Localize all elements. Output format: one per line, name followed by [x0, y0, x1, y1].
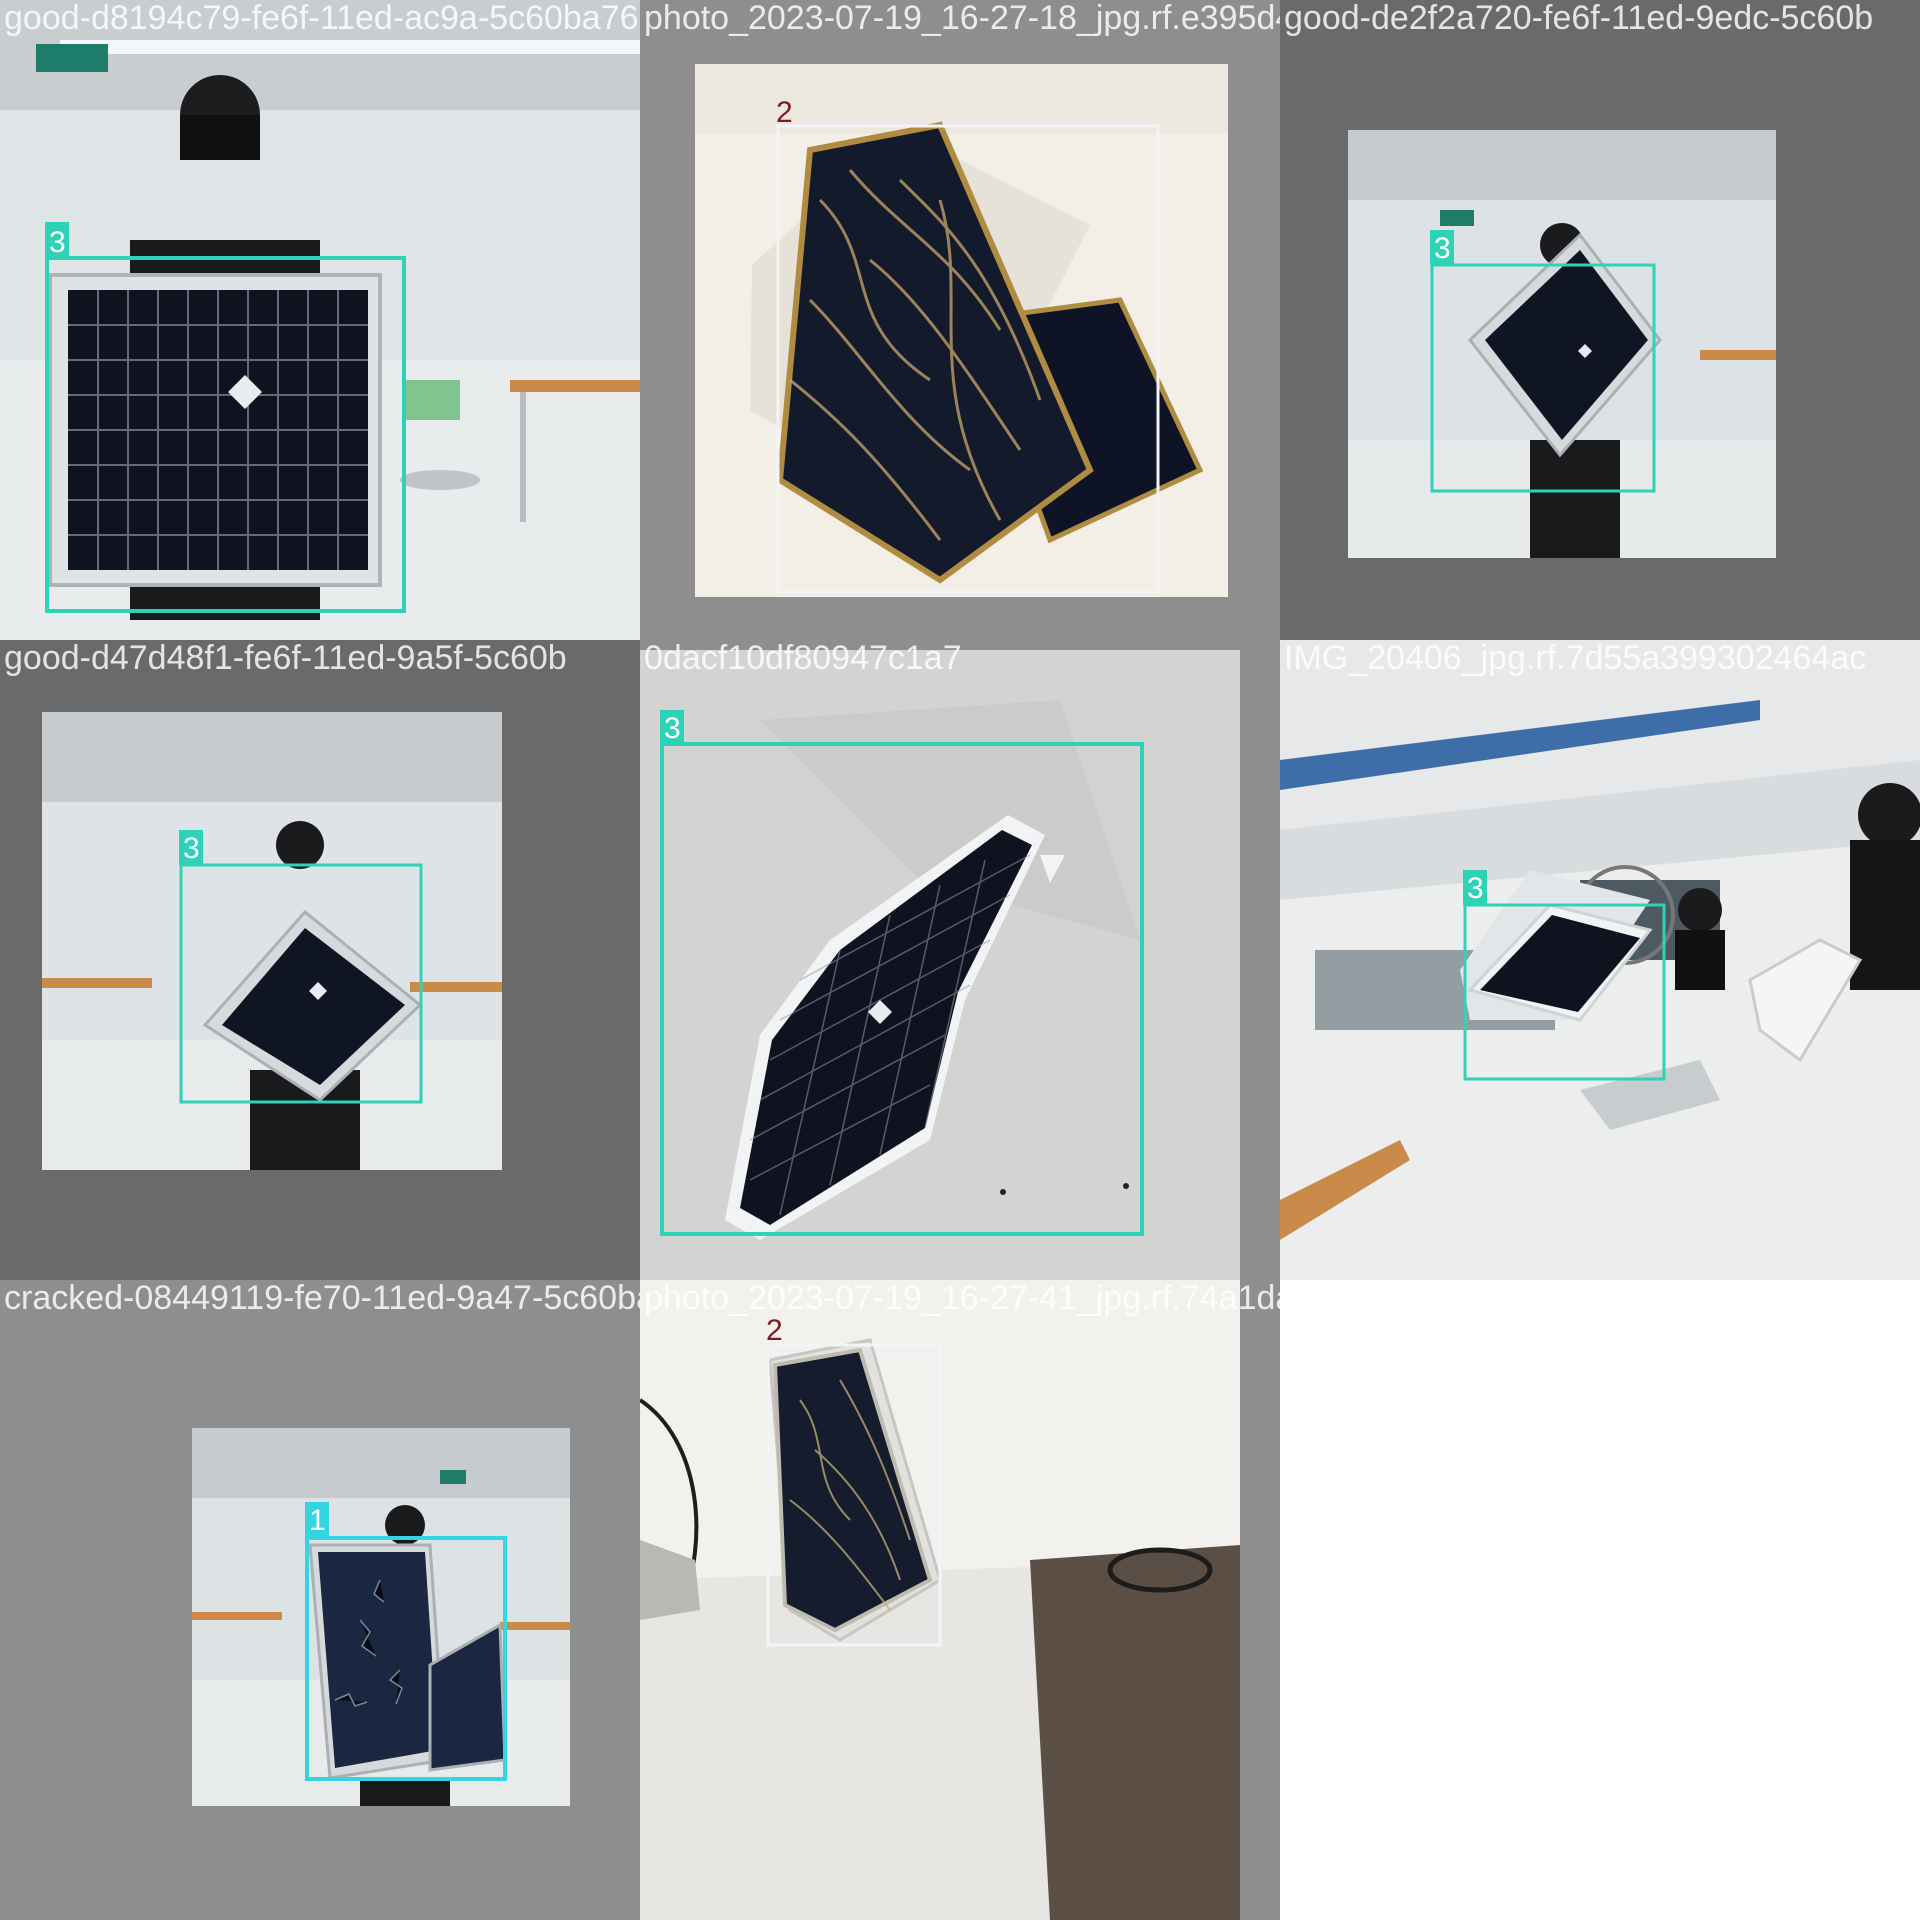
crack-pattern: [789, 169, 1042, 541]
tile-2: 3 good-de2f2a720-fe6f-11ed-9edc-5c60b: [1280, 0, 1920, 640]
detection-class-label: 1: [309, 1504, 326, 1537]
detection-class-label: 3: [183, 832, 200, 865]
tile-3: 3 good-d47d48f1-fe6f-11ed-9a5f-5c60b: [0, 640, 640, 1280]
tile-5-photo: [1280, 640, 1920, 1280]
tile-4-boxes: 3: [660, 710, 1144, 1236]
detection-box: [45, 256, 406, 613]
tile-3-photo: [0, 640, 640, 1280]
detection-tag: [179, 830, 203, 865]
panel-grid: [68, 290, 368, 570]
detection-tag: [305, 1502, 329, 1538]
tile-5-boxes: 3: [1463, 870, 1666, 1081]
tile-4: 3 0dacf10df80947c1a7: [640, 640, 1280, 1280]
tile-0-boxes: 3: [45, 222, 406, 613]
detection-class-label: 3: [49, 226, 66, 259]
detection-box: [766, 1343, 942, 1647]
detection-class-label: 3: [664, 712, 681, 745]
tile-6-boxes: 1: [305, 1502, 507, 1781]
detection-box: [1430, 263, 1656, 493]
tile-7: 2 photo_2023-07-19_16-27-41_jpg.rf.74a1d…: [640, 1280, 1280, 1920]
empty-tile: [1280, 1280, 1920, 1920]
tile-0: 3 good-d8194c79-fe6f-11ed-ac9a-5c60ba763…: [0, 0, 640, 640]
tile-3-boxes: 3: [179, 830, 423, 1104]
detection-tag: [45, 222, 69, 258]
tile-7-boxes: 2: [766, 1314, 942, 1647]
tile-2-photo: [1280, 0, 1920, 640]
crack-pattern: [334, 1579, 403, 1707]
detection-box: [1463, 903, 1666, 1081]
detection-class-label: 3: [1467, 872, 1484, 905]
tile-7-photo: [640, 1280, 1280, 1920]
detection-box: [305, 1536, 507, 1781]
detection-box: [179, 863, 423, 1104]
tile-5: 3 IMG_20406_jpg.rf.7d55a399302464ac: [1280, 640, 1920, 1280]
detection-box: [660, 742, 1144, 1236]
detection-tag: [1463, 870, 1487, 905]
detection-class-label: 2: [776, 96, 793, 129]
tile-1-photo: [640, 0, 1280, 640]
tile-0-photo: [0, 0, 640, 640]
tile-1-boxes: 2: [776, 96, 1160, 594]
tile-2-boxes: 3: [1430, 230, 1656, 493]
detection-box: [776, 124, 1160, 594]
tile-1: 2 photo_2023-07-19_16-27-18_jpg.rf.e395d…: [640, 0, 1280, 640]
crack-pattern: [789, 1379, 911, 1611]
detection-class-label: 3: [1434, 232, 1451, 265]
detection-tag: [660, 710, 684, 744]
detection-tag: [1430, 230, 1454, 265]
detection-class-label: 2: [766, 1314, 783, 1347]
tile-6: 1 cracked-08449119-fe70-11ed-9a47-5c60ba…: [0, 1280, 640, 1920]
